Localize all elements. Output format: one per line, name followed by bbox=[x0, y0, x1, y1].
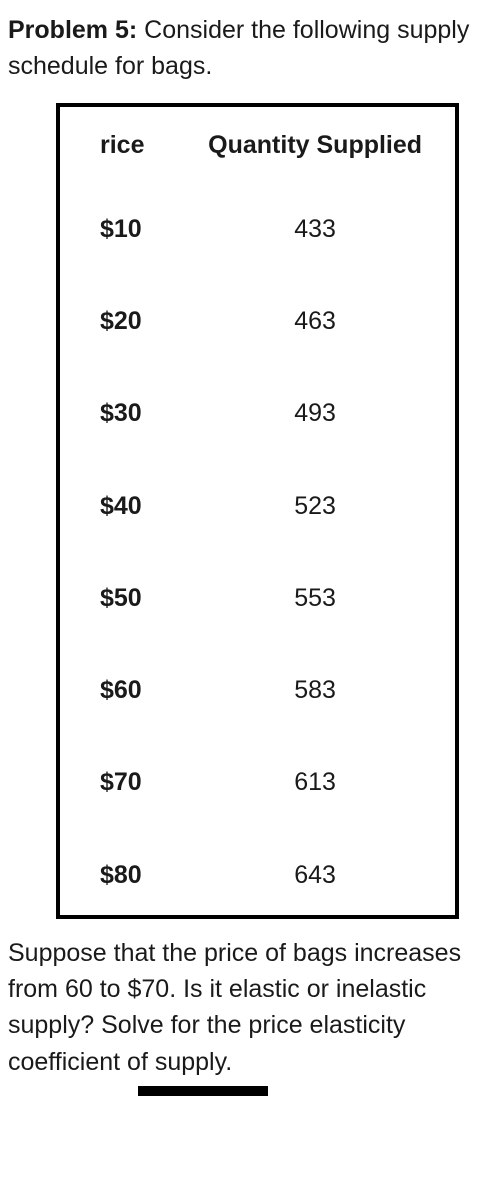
cell-quantity: 553 bbox=[175, 552, 457, 644]
cell-price: $80 bbox=[58, 829, 175, 917]
cell-quantity: 433 bbox=[175, 183, 457, 275]
cell-price: $10 bbox=[58, 183, 175, 275]
table-row: $10 433 bbox=[58, 183, 457, 275]
column-header-price: rice bbox=[58, 105, 175, 183]
cropped-element-fragment bbox=[138, 1086, 268, 1096]
table-row: $20 463 bbox=[58, 275, 457, 367]
cell-quantity: 463 bbox=[175, 275, 457, 367]
cell-quantity: 613 bbox=[175, 736, 457, 828]
cell-quantity: 643 bbox=[175, 829, 457, 917]
table-row: $70 613 bbox=[58, 736, 457, 828]
cell-quantity: 493 bbox=[175, 367, 457, 459]
problem-intro: Problem 5: Consider the following supply… bbox=[8, 12, 495, 85]
table-row: $30 493 bbox=[58, 367, 457, 459]
cell-price: $20 bbox=[58, 275, 175, 367]
supply-table-container: rice Quantity Supplied $10 433 $20 463 $… bbox=[56, 103, 459, 919]
cell-price: $40 bbox=[58, 460, 175, 552]
table-row: $50 553 bbox=[58, 552, 457, 644]
cell-quantity: 523 bbox=[175, 460, 457, 552]
supply-table: rice Quantity Supplied $10 433 $20 463 $… bbox=[56, 103, 459, 919]
cell-quantity: 583 bbox=[175, 644, 457, 736]
cell-price: $70 bbox=[58, 736, 175, 828]
problem-question: Suppose that the price of bags increases… bbox=[8, 935, 495, 1080]
cell-price: $30 bbox=[58, 367, 175, 459]
problem-label: Problem 5: bbox=[8, 16, 137, 44]
column-header-quantity: Quantity Supplied bbox=[175, 105, 457, 183]
cell-price: $60 bbox=[58, 644, 175, 736]
table-header-row: rice Quantity Supplied bbox=[58, 105, 457, 183]
table-row: $80 643 bbox=[58, 829, 457, 917]
table-row: $60 583 bbox=[58, 644, 457, 736]
table-row: $40 523 bbox=[58, 460, 457, 552]
cell-price: $50 bbox=[58, 552, 175, 644]
